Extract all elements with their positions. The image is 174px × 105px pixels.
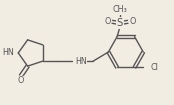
- Text: O: O: [18, 76, 24, 85]
- Text: HN: HN: [3, 49, 14, 58]
- Text: O: O: [104, 17, 111, 26]
- Text: Cl: Cl: [150, 63, 158, 72]
- Text: HN: HN: [75, 57, 86, 66]
- Text: O: O: [129, 17, 136, 26]
- Text: CH₃: CH₃: [113, 5, 127, 14]
- Text: S: S: [117, 18, 123, 28]
